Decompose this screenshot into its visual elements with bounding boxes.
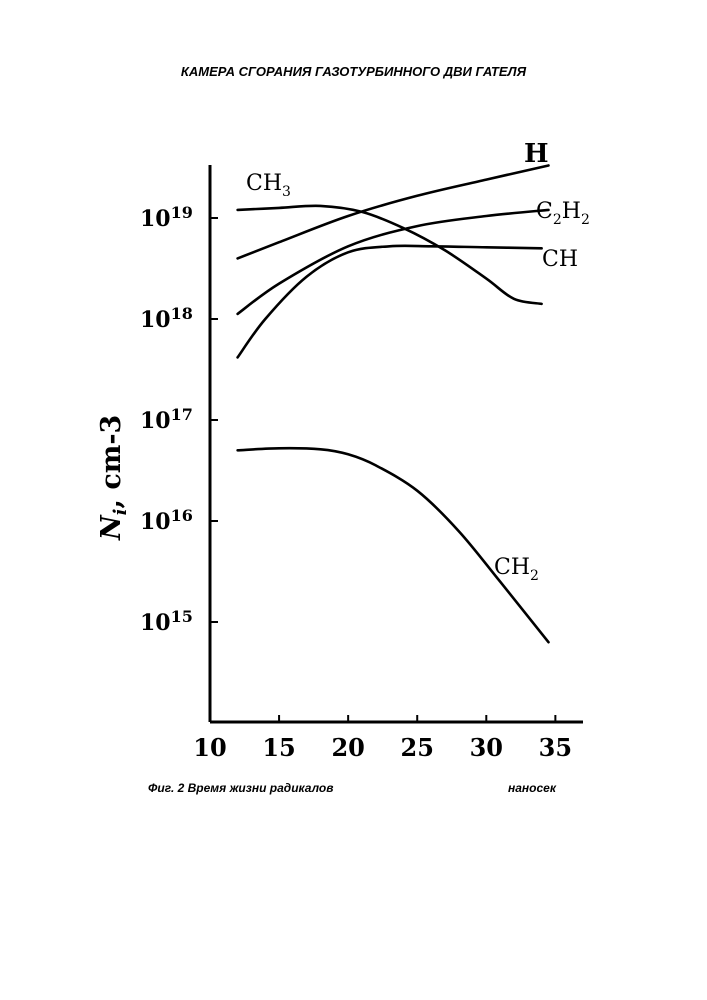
series-line-ch2 <box>236 446 550 644</box>
series-line-ch3 <box>236 204 543 306</box>
figure-caption: Фиг. 2 Время жизни радикалов <box>148 781 334 795</box>
y-tick-label: 1015 <box>140 607 193 636</box>
series-label-group: H CH3 C2H2 CH CH2 <box>246 139 590 584</box>
y-tick-label: 1016 <box>140 506 193 535</box>
y-tick-label: 1019 <box>140 203 193 232</box>
x-tick-label: 15 <box>262 733 295 762</box>
y-tick-label: 1018 <box>140 304 193 333</box>
series-label-h: H <box>524 139 549 169</box>
series-label-ch2: CH2 <box>494 555 539 584</box>
series-line-c2h2 <box>236 208 550 316</box>
series-line-ch <box>236 244 543 359</box>
x-tick-label: 10 <box>193 733 226 762</box>
series-label-c2h2: C2H2 <box>536 199 590 228</box>
series-label-ch3: CH3 <box>246 171 291 200</box>
x-tick-label: 35 <box>539 733 572 762</box>
y-tick-group: 1015 1016 1017 1018 1019 <box>140 203 218 636</box>
x-tick-label: 30 <box>470 733 503 762</box>
series-group <box>236 164 550 644</box>
y-tick-label: 1017 <box>140 405 193 434</box>
chart-axes <box>208 165 583 724</box>
x-tick-label: 20 <box>331 733 364 762</box>
figure-unit: наносек <box>508 781 556 795</box>
x-tick-group: 10 15 20 25 30 35 <box>193 715 572 762</box>
y-axis-label: Ni, cm-3 <box>96 415 131 541</box>
series-line-h <box>236 164 550 260</box>
series-label-ch: CH <box>542 247 578 272</box>
page-header-title: КАМЕРА СГОРАНИЯ ГАЗОТУРБИННОГО ДВИ ГАТЕЛ… <box>180 64 527 79</box>
x-tick-label: 25 <box>401 733 434 762</box>
